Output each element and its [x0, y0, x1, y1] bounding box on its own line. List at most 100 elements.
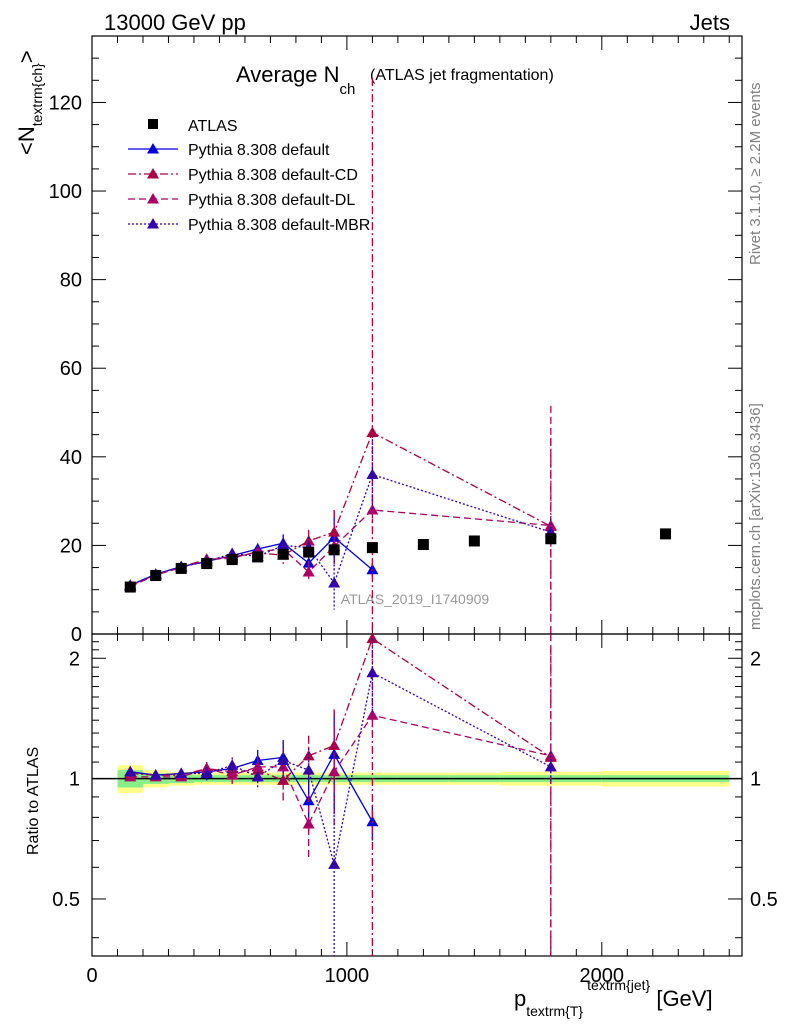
series-ratio-line	[130, 714, 551, 826]
x-tick-label: 0	[86, 965, 97, 987]
rivet-label: Rivet 3.1.10, ≥ 2.2M events	[747, 83, 764, 266]
ratio-point	[226, 759, 239, 770]
data-point	[366, 542, 378, 554]
series-1	[124, 510, 379, 841]
ratio-y-tick-label-left: 1	[69, 769, 80, 791]
series-3	[124, 405, 557, 956]
series-line	[129, 473, 552, 586]
main-y-label-main: <N	[14, 126, 39, 155]
main-y-label: <Ntextrm{ch}>	[14, 50, 45, 155]
analysis-watermark: ATLAS_2019_I1740909	[341, 591, 490, 607]
main-y-label-sub: textrm{ch}	[29, 63, 45, 126]
data-point	[226, 554, 238, 566]
series-point	[366, 468, 379, 480]
legend-marker	[147, 143, 159, 154]
x-label-main: p	[514, 986, 526, 1011]
legend-marker	[148, 119, 158, 129]
main-y-tick-label: 80	[60, 270, 82, 292]
legend-marker	[147, 218, 159, 229]
main-y-tick-label: 120	[49, 92, 82, 114]
ratio-point	[366, 666, 379, 678]
series-point	[277, 539, 290, 550]
main-y-tick-label: 0	[71, 624, 82, 646]
data-point	[277, 548, 289, 560]
legend-label: Pythia 8.308 default-MBR	[188, 217, 370, 234]
ratio-point	[366, 632, 379, 644]
data-point	[124, 581, 136, 593]
ratio-point	[544, 749, 557, 761]
data-point	[328, 544, 340, 556]
main-y-tick-label: 40	[60, 447, 82, 469]
data-point	[417, 539, 429, 551]
x-tick-label: 2000	[580, 965, 625, 987]
data-point	[252, 551, 264, 563]
ratio-point	[302, 749, 315, 761]
data-point	[303, 546, 315, 558]
main-y-tick-label: 100	[49, 181, 82, 203]
legend-marker	[147, 193, 159, 204]
data-point	[150, 570, 162, 582]
ratio-point	[277, 754, 290, 765]
legend-marker	[147, 168, 159, 179]
legend-label: Pythia 8.308 default-DL	[188, 192, 355, 209]
chart-title-sub: ch	[340, 81, 356, 98]
data-point	[468, 535, 480, 547]
ratio-y-tick-label-left: 0.5	[52, 889, 80, 911]
series-point	[366, 563, 379, 575]
ratio-y-tick-label-right: 0.5	[750, 889, 778, 911]
header-left: 13000 GeV pp	[104, 10, 246, 35]
ratio-point	[366, 709, 379, 720]
x-label-sub: textrm{T}	[526, 1003, 583, 1019]
ratio-y-tick-label-right: 2	[750, 648, 761, 670]
ratio-point	[277, 760, 290, 772]
ratio-point	[226, 769, 239, 780]
series-line	[129, 509, 551, 588]
chart-title: Average Nch	[236, 62, 355, 98]
series-ratio-line	[130, 637, 552, 782]
ratio-point	[124, 765, 137, 777]
data-series-atlas	[124, 528, 672, 593]
data-point	[660, 528, 672, 540]
ratio-point	[302, 764, 315, 775]
axes-layer: 0 1000 2000 0 20 40 60 80 100 120 0.5 0.5 1 1 2 2	[49, 35, 778, 987]
chart-title-rest: (ATLAS jet fragmentation)	[370, 67, 554, 84]
series-line	[129, 431, 552, 587]
series-2	[124, 78, 557, 956]
ratio-point	[328, 765, 341, 777]
chart-title-main: Average N	[236, 62, 340, 87]
ratio-point	[544, 760, 557, 772]
series-layer	[124, 78, 672, 956]
legend-label: Pythia 8.308 default-CD	[188, 167, 358, 184]
series-point	[366, 503, 379, 515]
series-point	[302, 565, 315, 577]
series-ratio-line	[130, 753, 373, 823]
series-point	[302, 534, 315, 546]
data-point	[545, 533, 557, 545]
series-point	[366, 426, 379, 437]
ratio-plot-frame	[91, 633, 743, 957]
ratio-point	[175, 767, 188, 778]
ratio-y-tick-label-right: 1	[750, 769, 761, 791]
ratio-point	[251, 770, 264, 782]
series-ratio-line	[130, 671, 552, 865]
x-axis-label: ptextrm{T} textrm{jet} [GeV]	[514, 977, 713, 1019]
mcplots-label: mcplots.cern.ch [arXiv:1306.3436]	[747, 403, 764, 630]
legend: ATLAS Pythia 8.308 default Pythia 8.308 de…	[128, 118, 370, 234]
ratio-y-label: Ratio to ATLAS	[25, 747, 42, 855]
legend-label: ATLAS	[188, 118, 238, 135]
legend-label: Pythia 8.308 default	[188, 142, 330, 159]
ratio-point	[302, 817, 315, 829]
data-point	[175, 562, 187, 574]
ratio-band-layer	[92, 765, 742, 794]
ratio-point	[328, 858, 341, 869]
x-label-unit: [GeV]	[656, 986, 712, 1011]
ratio-point	[149, 769, 162, 780]
ratio-point	[200, 767, 213, 778]
data-point	[201, 558, 213, 570]
header-right: Jets	[690, 10, 730, 35]
main-y-tick-label: 20	[60, 535, 82, 557]
series-point	[328, 526, 341, 537]
main-y-tick-label: 60	[60, 358, 82, 380]
ratio-y-tick-label-left: 2	[69, 648, 80, 670]
